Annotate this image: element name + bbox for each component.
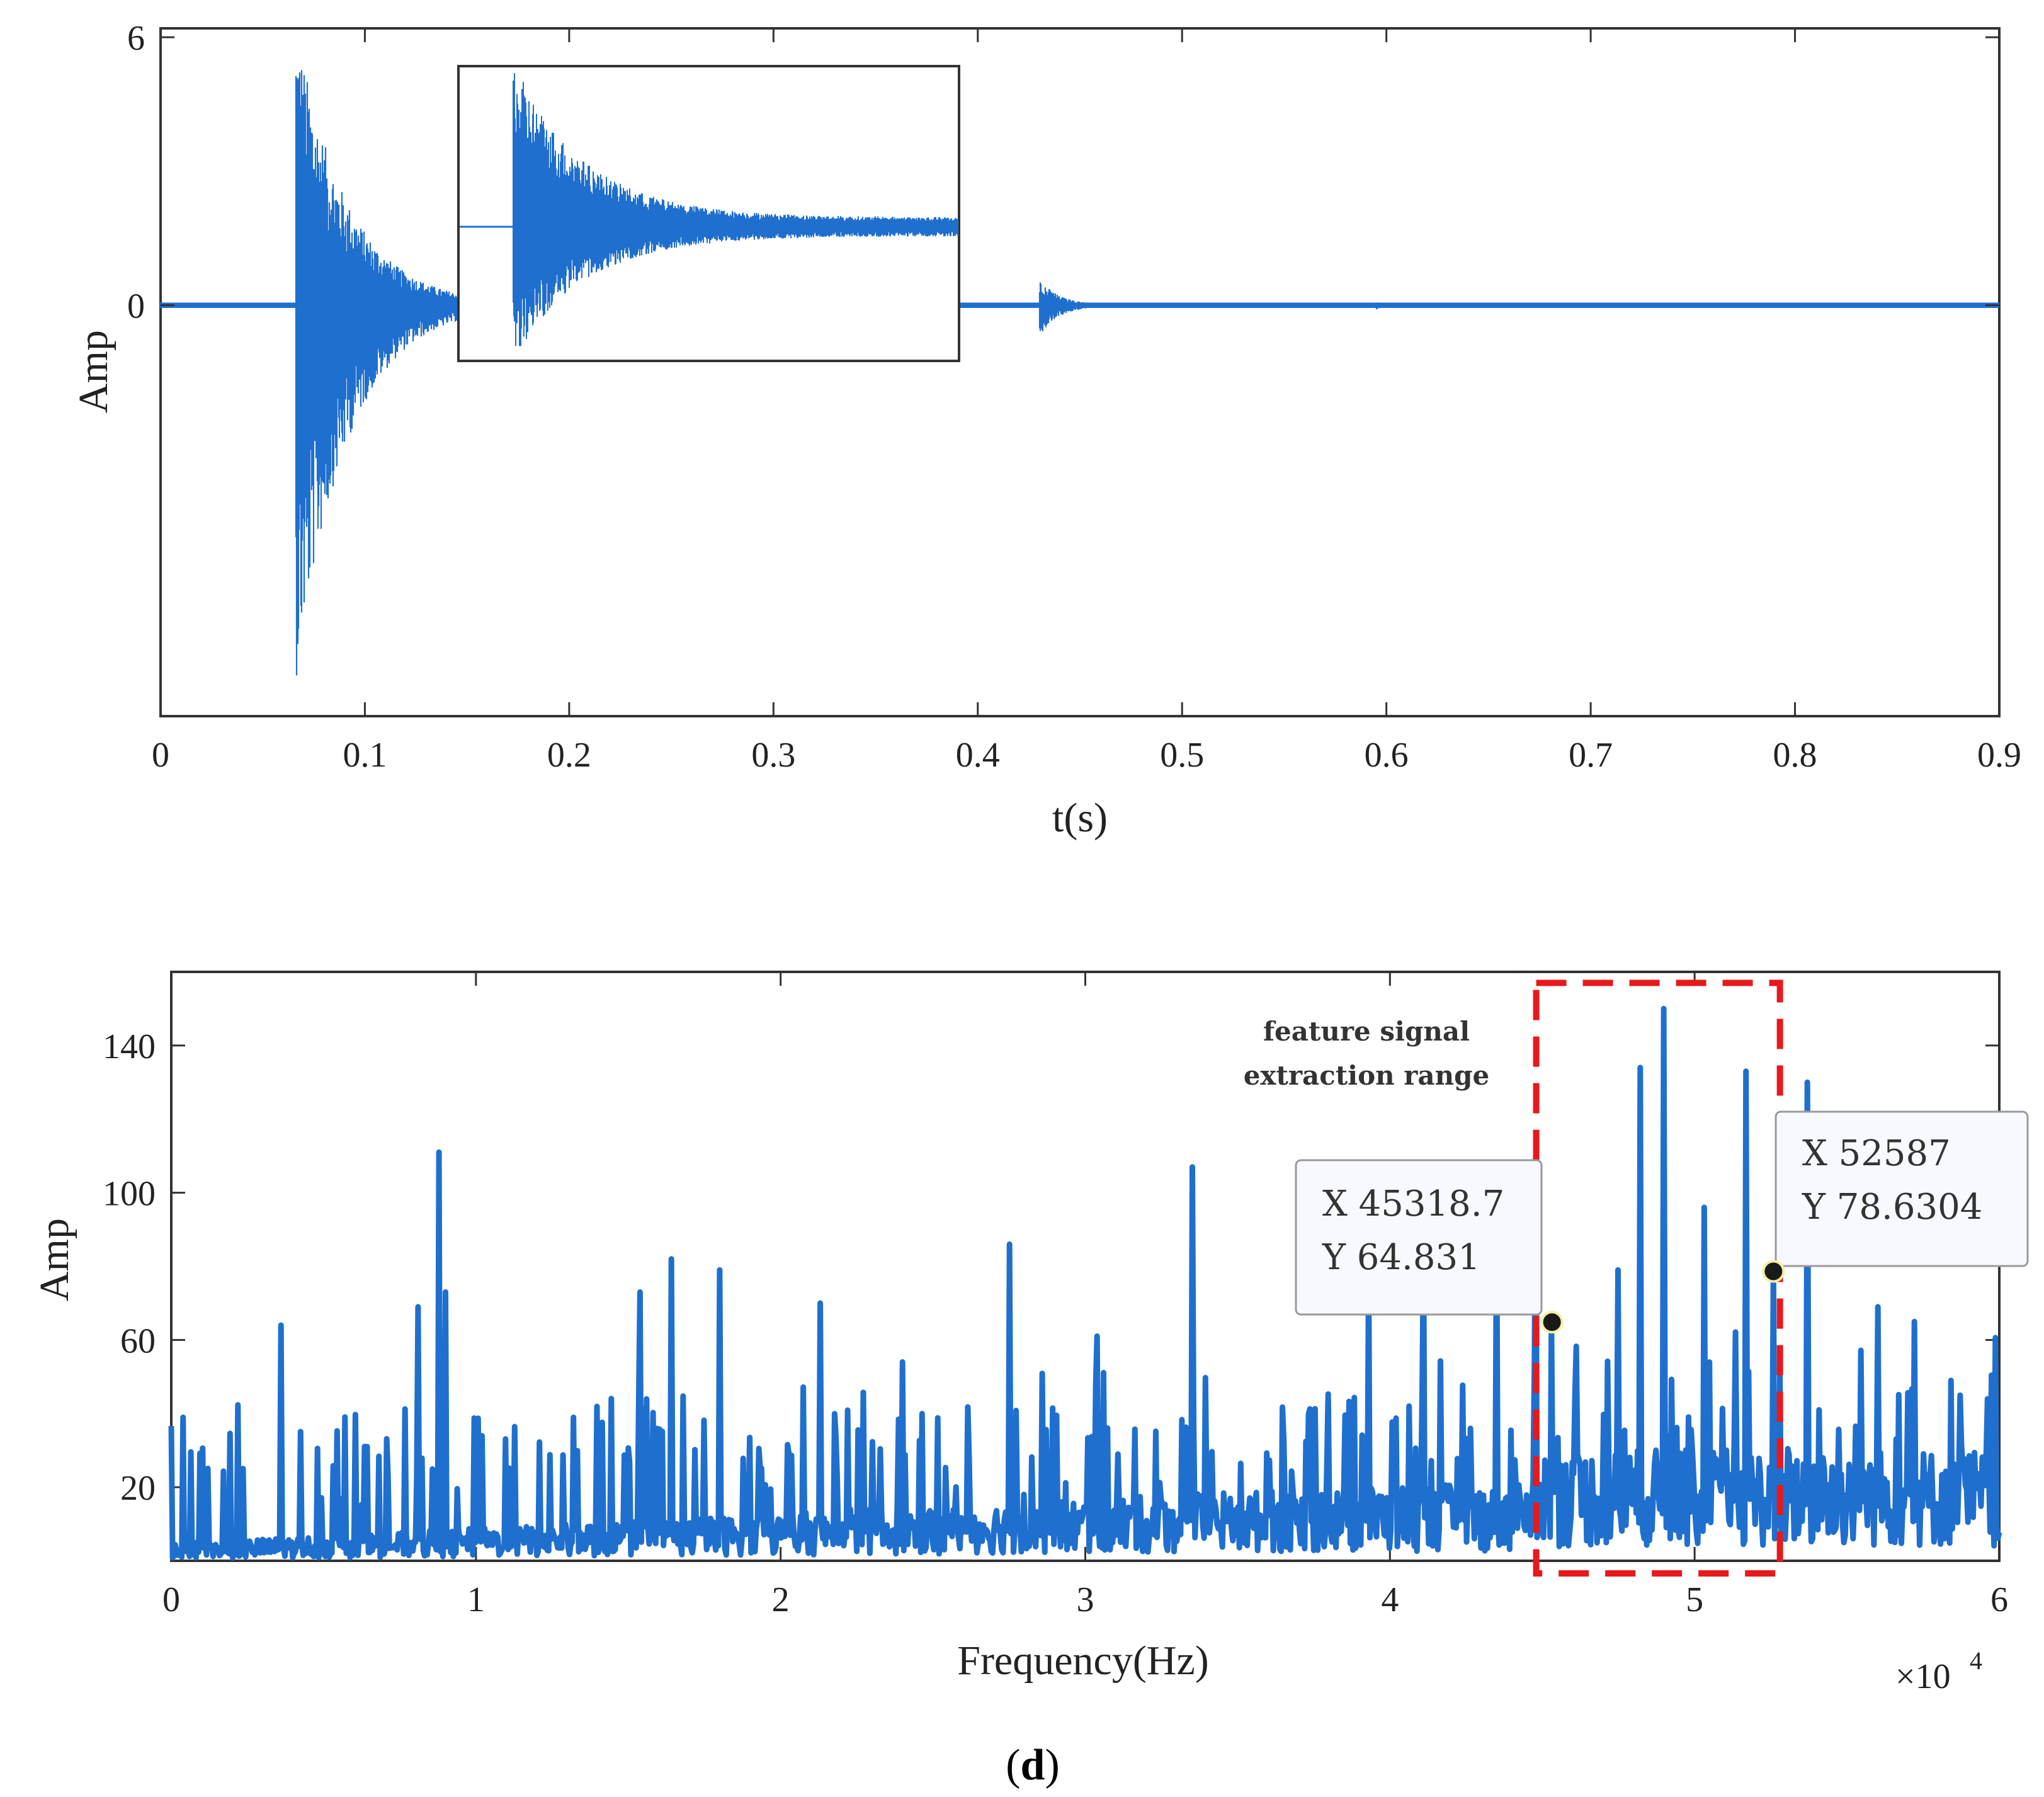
spectrum-x-tick-label: 0: [162, 1580, 180, 1619]
spectrum-peak-point: [901, 1361, 904, 1364]
time-x-tick-label: 0: [152, 736, 169, 775]
time-x-tick-label: 0.6: [1365, 736, 1409, 775]
datatip-1-marker[interactable]: [1540, 1311, 1564, 1334]
datatip-1-x: X 45318.7: [1322, 1184, 1504, 1224]
time-y-label: Amp: [71, 330, 116, 413]
x-multiplier: ×10 4: [1895, 1646, 1982, 1696]
time-x-tick-label: 0.5: [1160, 736, 1204, 775]
caption-open: (: [1006, 1741, 1020, 1789]
time-x-tick-label: 0.2: [547, 736, 591, 775]
time-y-tick-label: 0: [127, 287, 145, 326]
spectrum-peaks: [280, 1007, 1989, 1400]
spectrum-line: [168, 1005, 2002, 1561]
time-axes-box: [159, 27, 2001, 717]
spectrum-x-tick-label: 4: [1381, 1580, 1399, 1619]
caption-close: ): [1045, 1741, 1059, 1789]
time-signal-line: [159, 70, 2000, 676]
spectrum-peak-point: [280, 1324, 283, 1326]
inset-zoom: [457, 65, 960, 362]
range-label-line1: feature signal: [1263, 1016, 1470, 1047]
datatip-2[interactable]: X 52587 Y 78.6304: [1762, 1110, 2029, 1283]
time-x-tick-label: 0.8: [1773, 736, 1817, 775]
time-signal-trace: [159, 70, 2000, 676]
time-x-tick-label: 0.7: [1569, 736, 1613, 775]
spectrum-x-tick-label: 5: [1686, 1580, 1703, 1619]
spectrum-peak-point: [1806, 1081, 1809, 1084]
x-multiplier-exponent: 4: [1970, 1646, 1982, 1675]
time-x-tick-label: 0.1: [343, 736, 387, 775]
spectrum-y-ticks: 20 60 100 140: [103, 1027, 1999, 1508]
time-x-ticks: 0 0.1 0.2 0.3 0.4 0.5 0.6 0.7 0.8 0.9: [152, 28, 2021, 775]
spectrum-peak-point: [639, 1291, 642, 1294]
spectrum-chart: 0 1 2 3 4 5 6 20 60 100 140 feature signal extrac…: [31, 971, 2029, 1696]
spectrum-peak-point: [819, 1301, 822, 1304]
datatip-1[interactable]: X 45318.7 Y 64.831: [1295, 1159, 1564, 1334]
range-label-line2: extraction range: [1244, 1060, 1490, 1091]
spectrum-peak-point: [416, 1305, 419, 1308]
time-chart: 0 0.1 0.2 0.3 0.4 0.5 0.6 0.7 0.8 0.9 60 t(s) Amp: [71, 19, 2021, 841]
spectrum-y-label: Amp: [31, 1218, 77, 1301]
spectrum-peak-point: [1096, 1335, 1099, 1338]
spectrum-x-ticks: 0 1 2 3 4 5 6: [162, 972, 2008, 1619]
datatip-1-y: Y 64.831: [1322, 1237, 1480, 1278]
spectrum-x-tick-label: 3: [1077, 1580, 1094, 1619]
spectrum-x-tick-label: 1: [467, 1580, 485, 1619]
spectrum-peak-point: [718, 1269, 721, 1272]
inset-trace: [513, 73, 958, 346]
spectrum-peak-point: [1876, 1305, 1879, 1308]
spectrum-peak-point: [1190, 1165, 1193, 1168]
spectrum-x-label: Frequency(Hz): [957, 1638, 1208, 1684]
datatip-1-box: [1295, 1159, 1543, 1316]
spectrum-y-tick-label: 20: [120, 1469, 156, 1508]
time-y-ticks: 60: [127, 19, 1999, 326]
datatip-2-y: Y 78.6304: [1802, 1187, 1982, 1228]
spectrum-peak-point: [1662, 1007, 1666, 1010]
spectrum-peak-point: [1745, 1070, 1748, 1073]
spectrum-peak-point: [1702, 1206, 1705, 1209]
spectrum-peak-point: [444, 1291, 447, 1294]
caption-letter: d: [1021, 1741, 1045, 1789]
time-y-tick-label: 6: [127, 19, 145, 58]
spectrum-peak-point: [1008, 1243, 1011, 1246]
spectrum-peak-point: [669, 1257, 673, 1260]
spectrum-x-tick-label: 2: [772, 1580, 790, 1619]
figure-caption: (d): [1006, 1741, 1060, 1789]
spectrum-y-tick-label: 60: [120, 1321, 156, 1361]
time-x-tick-label: 0.3: [751, 736, 795, 775]
spectrum-peak-point: [438, 1151, 441, 1154]
x-multiplier-base: ×10: [1895, 1657, 1951, 1696]
spectrum-y-tick-label: 140: [103, 1027, 156, 1066]
datatip-2-marker[interactable]: [1762, 1260, 1785, 1283]
spectrum-peak-point: [1617, 1269, 1620, 1272]
datatip-2-x: X 52587: [1802, 1133, 1951, 1174]
inset-signal-line: [460, 73, 958, 346]
spectrum-peak-point: [1985, 1397, 1989, 1400]
spectrum-peak-point: [1912, 1320, 1916, 1323]
datatip-2-box: [1774, 1110, 2029, 1267]
spectrum-peak-point: [1949, 1379, 1952, 1382]
spectrum-y-tick-label: 100: [103, 1175, 156, 1214]
spectrum-peak-point: [1638, 1066, 1642, 1069]
spectrum-x-tick-label: 6: [1990, 1580, 2008, 1619]
time-x-tick-label: 0.9: [1977, 736, 2021, 775]
time-x-label: t(s): [1052, 795, 1108, 841]
time-x-tick-label: 0.4: [956, 736, 1000, 775]
